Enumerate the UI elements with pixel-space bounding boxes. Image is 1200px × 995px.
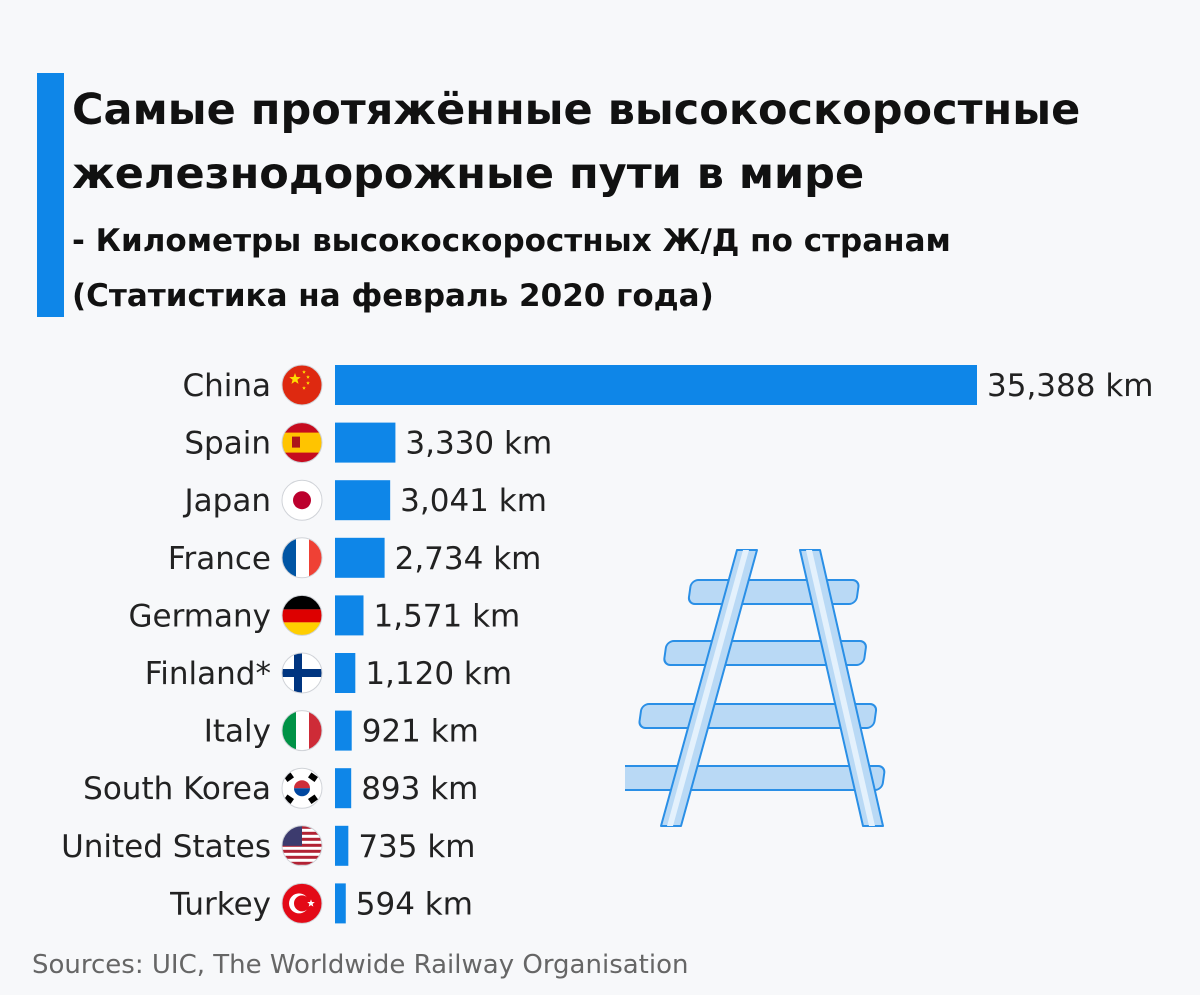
category-label: Japan xyxy=(183,483,271,519)
turkey-flag-icon xyxy=(281,882,323,924)
bar xyxy=(335,422,396,463)
bar xyxy=(335,883,346,924)
category-label: Germany xyxy=(129,598,271,634)
category-label: China xyxy=(182,368,271,404)
value-label: 921 km xyxy=(362,714,479,750)
page-title: Самые протяжённые высокоскоростные желез… xyxy=(72,78,1182,206)
category-label: Italy xyxy=(204,714,271,750)
category-label: South Korea xyxy=(83,771,271,807)
source-note: Sources: UIC, The Worldwide Railway Orga… xyxy=(32,950,689,980)
value-label: 3,330 km xyxy=(405,426,552,462)
subtitle-line-1: - Километры высокоскоростных Ж/Д по стра… xyxy=(72,223,951,259)
category-label: Finland* xyxy=(145,656,271,692)
subtitle-line-2: (Статистика на февраль 2020 года) xyxy=(72,278,714,314)
value-label: 3,041 km xyxy=(400,483,547,519)
value-label: 893 km xyxy=(361,771,478,807)
bar xyxy=(335,595,364,636)
value-label: 2,734 km xyxy=(395,541,542,577)
bar xyxy=(335,365,977,405)
china-flag-icon xyxy=(281,364,323,406)
value-label: 735 km xyxy=(358,829,475,865)
category-label: Spain xyxy=(184,426,271,462)
japan-flag-icon xyxy=(281,479,323,521)
france-flag-icon xyxy=(281,537,323,579)
value-label: 1,120 km xyxy=(365,656,512,692)
value-label: 1,571 km xyxy=(374,598,521,634)
bar xyxy=(335,653,356,693)
bar xyxy=(335,537,385,578)
category-label: Turkey xyxy=(169,886,271,922)
page-subtitle: - Километры высокоскоростных Ж/Д по стра… xyxy=(72,214,1182,324)
spain-flag-icon xyxy=(281,422,323,464)
italy-flag-icon xyxy=(281,710,323,752)
value-label: 35,388 km xyxy=(987,368,1153,404)
category-label: United States xyxy=(61,829,271,865)
germany-flag-icon xyxy=(281,594,323,636)
title-accent-bar xyxy=(37,73,64,317)
bar xyxy=(335,825,349,866)
bar xyxy=(335,480,391,521)
bar xyxy=(335,768,352,809)
finland-flag-icon xyxy=(281,652,323,694)
united-states-flag-icon xyxy=(281,825,323,867)
title-line-2: железнодорожные пути в мире xyxy=(72,149,865,199)
south-korea-flag-icon xyxy=(281,767,323,809)
value-label: 594 km xyxy=(356,886,473,922)
title-line-1: Самые протяжённые высокоскоростные xyxy=(72,85,1081,135)
railway-tracks-icon xyxy=(625,549,886,827)
bar xyxy=(335,710,352,751)
category-label: France xyxy=(168,541,271,577)
